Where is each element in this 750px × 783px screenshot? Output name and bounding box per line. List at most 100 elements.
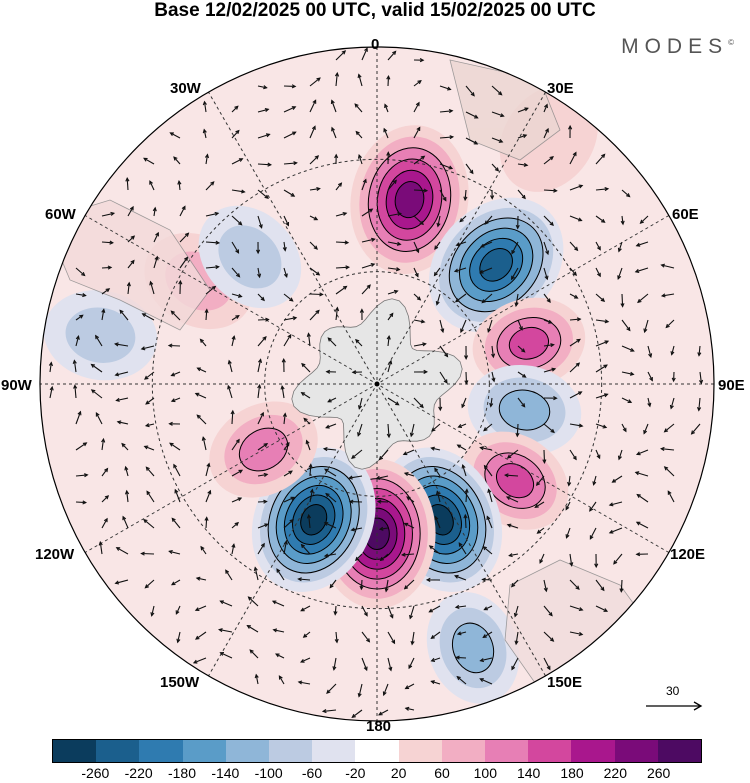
vector-scale-arrow bbox=[646, 701, 703, 711]
wind-vector bbox=[434, 516, 441, 529]
wind-vector-head bbox=[594, 563, 599, 569]
wind-vector bbox=[283, 317, 297, 321]
lon-label-150w: 150W bbox=[160, 674, 200, 691]
south-america-outline bbox=[44, 199, 211, 331]
wind-vector-head bbox=[464, 488, 469, 493]
wind-vector-head bbox=[636, 493, 641, 498]
wind-vector-head bbox=[297, 577, 302, 582]
wind-vector-head bbox=[447, 86, 452, 91]
wind-vector-head bbox=[600, 586, 605, 592]
wind-vector-head bbox=[143, 445, 149, 450]
wind-vector bbox=[278, 675, 285, 685]
wind-vector-head bbox=[313, 245, 318, 250]
wind-vector bbox=[621, 345, 634, 352]
wind-vector bbox=[227, 385, 233, 399]
wind-vector-head bbox=[290, 496, 296, 501]
wind-vector bbox=[569, 391, 582, 399]
wind-vector bbox=[309, 188, 320, 191]
wind-vector-head bbox=[225, 569, 230, 574]
wind-vector-head bbox=[589, 507, 594, 512]
wind-vector-head bbox=[430, 657, 436, 662]
colorbar-tick-label: 60 bbox=[434, 765, 450, 781]
colorbar-swatch bbox=[182, 740, 226, 762]
wind-vector-head bbox=[438, 406, 443, 412]
wind-vector-head bbox=[217, 628, 223, 633]
wind-vector bbox=[335, 307, 338, 321]
wind-vector-head bbox=[473, 140, 479, 145]
wind-vector-head bbox=[351, 713, 356, 719]
wind-vector bbox=[595, 579, 605, 591]
wind-vector-head bbox=[84, 473, 89, 478]
colorbar-swatch bbox=[614, 740, 658, 762]
wind-vector bbox=[439, 345, 448, 357]
wind-vector bbox=[247, 625, 259, 633]
wind-vector bbox=[565, 527, 571, 538]
wind-vector bbox=[621, 293, 624, 307]
wind-vector bbox=[361, 657, 368, 671]
wind-vector bbox=[309, 267, 320, 276]
wind-vector-head bbox=[211, 285, 217, 290]
wind-vector bbox=[333, 657, 337, 670]
wind-vector-head bbox=[321, 709, 327, 714]
wind-vector-head bbox=[483, 606, 488, 611]
wind-vector-head bbox=[169, 442, 174, 447]
wind-vector bbox=[95, 335, 103, 347]
wind-vector-head bbox=[314, 155, 320, 160]
wind-vector bbox=[454, 267, 467, 272]
wind-vector bbox=[620, 579, 623, 592]
wind-vector bbox=[283, 541, 287, 555]
brand-mark: © bbox=[728, 38, 734, 47]
wind-vector bbox=[200, 339, 207, 347]
wind-vector-head bbox=[453, 574, 459, 579]
wind-vector bbox=[595, 340, 609, 347]
wind-vector bbox=[377, 500, 389, 503]
wind-vector bbox=[387, 423, 390, 438]
wind-vector-head bbox=[306, 513, 312, 519]
wind-vector bbox=[429, 545, 441, 555]
wind-vector bbox=[647, 397, 651, 407]
wind-vector-head bbox=[388, 359, 393, 365]
wind-vector-head bbox=[194, 607, 200, 612]
wind-vector-head bbox=[145, 400, 150, 405]
wind-vector bbox=[144, 445, 155, 451]
wind-vector bbox=[617, 267, 623, 279]
wind-vector-head bbox=[231, 335, 236, 340]
wind-vector-head bbox=[285, 221, 290, 227]
wind-vector bbox=[569, 184, 583, 191]
wind-vector-head bbox=[348, 499, 354, 504]
wind-vector bbox=[126, 178, 129, 191]
wind-vector-head bbox=[505, 496, 511, 501]
wind-vector bbox=[74, 385, 77, 399]
wind-vector-head bbox=[48, 361, 54, 367]
colorbar-tick-label: 180 bbox=[560, 765, 584, 781]
wind-vector bbox=[387, 336, 390, 347]
wind-vector bbox=[543, 631, 554, 642]
wind-vector bbox=[537, 527, 545, 534]
wind-vector-head bbox=[334, 153, 339, 159]
wind-vector-head bbox=[454, 604, 460, 610]
wind-vector bbox=[595, 319, 609, 323]
wind-vector-head bbox=[634, 471, 640, 476]
wind-vector bbox=[595, 188, 609, 191]
wind-vector-head bbox=[617, 455, 622, 461]
wind-vector bbox=[387, 76, 390, 87]
wind-vector-head bbox=[671, 377, 676, 383]
wind-vector bbox=[595, 423, 607, 429]
wind-vector-head bbox=[95, 412, 100, 417]
wind-vector-head bbox=[604, 186, 610, 192]
wind-vector-head bbox=[572, 455, 577, 461]
wind-vector-head bbox=[292, 316, 298, 321]
wind-vector bbox=[327, 337, 337, 347]
wind-vector-head bbox=[514, 302, 519, 308]
wind-vector bbox=[437, 215, 441, 227]
wind-vector bbox=[636, 241, 649, 247]
wind-vector bbox=[487, 319, 493, 332]
wind-vector-head bbox=[366, 638, 371, 643]
wind-vector-head bbox=[660, 263, 666, 268]
wind-vector-head bbox=[511, 250, 516, 255]
wind-vector-head bbox=[241, 189, 246, 194]
wind-vector bbox=[153, 256, 158, 269]
colorbar-tick-label: -100 bbox=[254, 765, 283, 781]
wind-vector-head bbox=[396, 241, 402, 246]
wind-vector bbox=[357, 423, 363, 436]
